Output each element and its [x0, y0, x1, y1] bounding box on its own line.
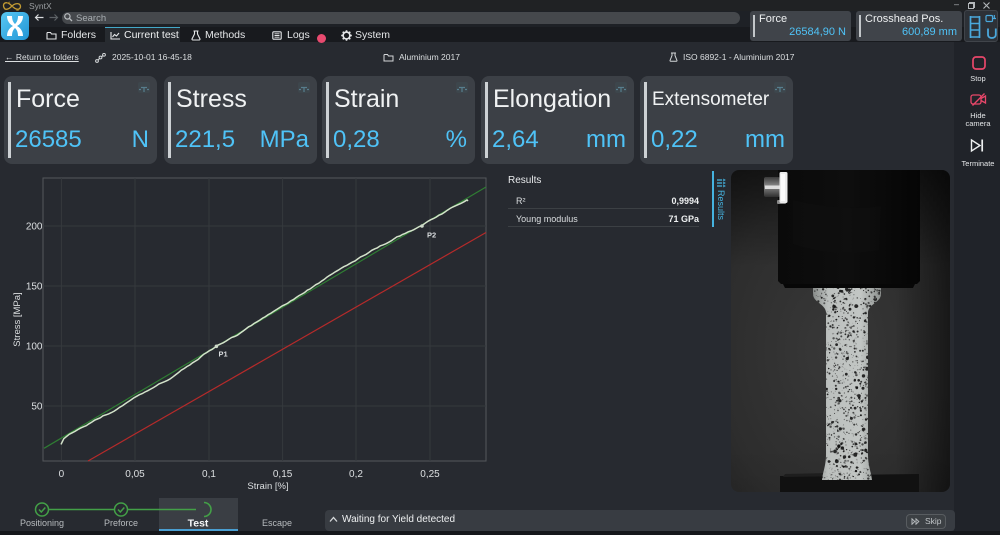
svg-text:Preforce: Preforce [104, 518, 138, 528]
svg-text:0,1: 0,1 [202, 469, 216, 480]
svg-text:50: 50 [31, 402, 43, 413]
svg-text:0,25: 0,25 [420, 469, 440, 480]
svg-text:Escape: Escape [262, 518, 292, 528]
svg-text:Stress [MPa]: Stress [MPa] [12, 292, 23, 346]
svg-text:100: 100 [26, 342, 43, 353]
svg-text:Strain [%]: Strain [%] [247, 481, 288, 492]
svg-text:0: 0 [59, 469, 65, 480]
svg-text:Positioning: Positioning [20, 518, 64, 528]
svg-text:Test: Test [188, 518, 209, 530]
svg-text:150: 150 [26, 282, 43, 293]
svg-text:0,15: 0,15 [273, 469, 293, 480]
svg-text:P1: P1 [219, 350, 228, 359]
svg-text:0,05: 0,05 [125, 469, 145, 480]
svg-text:P2: P2 [427, 231, 436, 240]
svg-text:200: 200 [26, 222, 43, 233]
svg-text:0,2: 0,2 [349, 469, 363, 480]
